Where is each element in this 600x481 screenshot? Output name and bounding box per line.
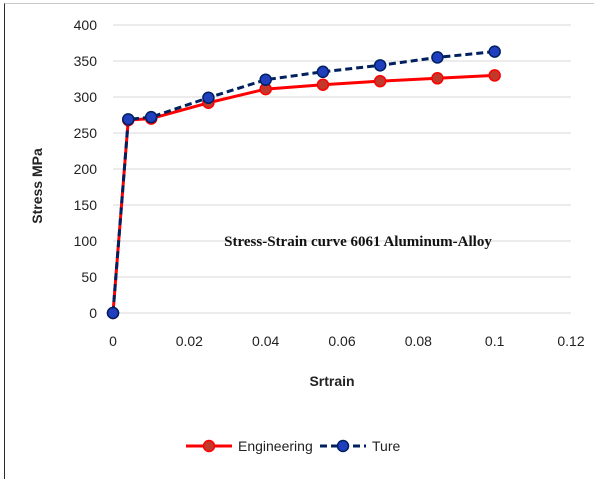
y-tick-label: 0 bbox=[89, 305, 97, 321]
y-tick-label: 200 bbox=[74, 161, 98, 177]
series-1-point bbox=[431, 51, 444, 64]
series-1-point bbox=[122, 113, 135, 126]
legend-swatch-marker bbox=[202, 439, 216, 453]
chart-frame bbox=[4, 3, 594, 479]
series-0-point bbox=[316, 78, 330, 92]
y-axis-title: Stress MPa bbox=[29, 148, 45, 224]
series-1-point bbox=[202, 91, 215, 104]
series-0-point bbox=[431, 72, 444, 85]
series-1-point bbox=[488, 45, 501, 58]
legend: Engineering Ture bbox=[186, 438, 400, 454]
y-axis-ticks: 0 50 100 150 200 250 300 350 400 bbox=[74, 17, 98, 321]
series-line-1 bbox=[111, 50, 495, 314]
y-tick-label: 150 bbox=[74, 197, 98, 213]
legend-swatch-marker bbox=[336, 439, 350, 453]
chart-annotation: Stress-Strain curve 6061 Aluminum-Alloy bbox=[224, 234, 492, 250]
y-tick-label: 50 bbox=[81, 269, 97, 285]
x-tick-label: 0.08 bbox=[405, 333, 432, 349]
series-layer bbox=[106, 45, 501, 320]
legend-label: Ture bbox=[372, 438, 400, 454]
series-0-point bbox=[488, 69, 501, 82]
x-tick-label: 0.06 bbox=[328, 333, 355, 349]
series-1-point bbox=[259, 73, 272, 86]
y-tick-label: 100 bbox=[74, 233, 98, 249]
x-axis-title: Srtrain bbox=[309, 373, 354, 389]
grid bbox=[113, 24, 571, 314]
series-0-point bbox=[373, 74, 387, 88]
x-tick-label: 0.1 bbox=[485, 333, 505, 349]
y-tick-label: 350 bbox=[74, 53, 98, 69]
x-tick-label: 0.02 bbox=[176, 333, 203, 349]
y-tick-label: 300 bbox=[74, 89, 98, 105]
series-1-point bbox=[373, 59, 387, 72]
x-axis-ticks: 0 0.02 0.04 0.06 0.08 0.1 0.12 bbox=[109, 333, 585, 349]
x-tick-label: 0 bbox=[109, 333, 117, 349]
series-1-point bbox=[144, 110, 158, 124]
x-tick-label: 0.04 bbox=[252, 333, 279, 349]
series-1-point bbox=[316, 65, 330, 79]
series-1-point bbox=[106, 306, 120, 320]
y-tick-label: 400 bbox=[74, 17, 98, 33]
x-tick-label: 0.12 bbox=[557, 333, 584, 349]
y-tick-label: 250 bbox=[74, 125, 98, 141]
legend-label: Engineering bbox=[238, 438, 313, 454]
